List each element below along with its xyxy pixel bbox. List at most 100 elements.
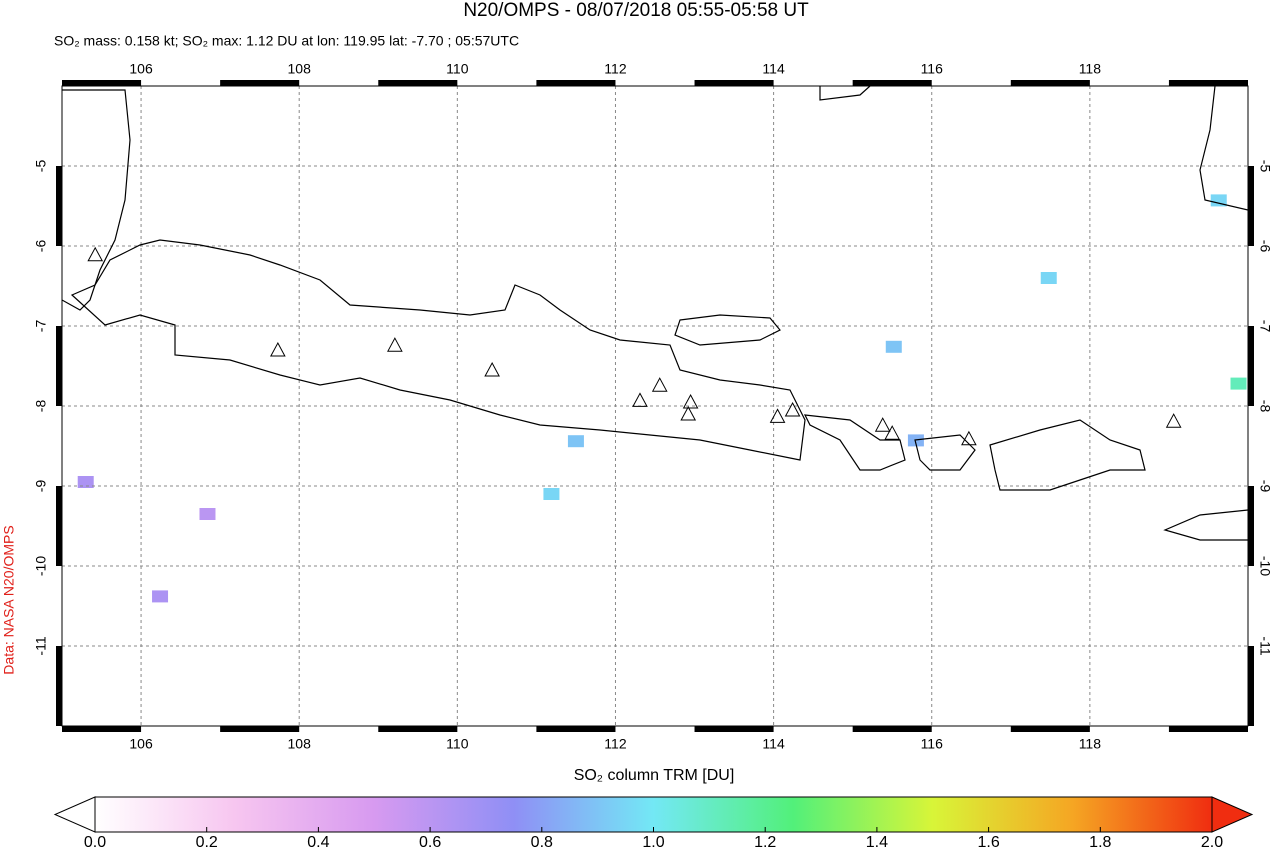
frame-bar <box>536 726 616 732</box>
so2-pixel <box>1230 377 1247 390</box>
frame-bar <box>1010 726 1090 732</box>
volcano <box>784 401 801 417</box>
coast-sumatra <box>62 89 131 311</box>
colorbar: 0.0 0.2 0.4 0.6 0.8 1.0 1.2 1.4 1.6 1.8 2.0 <box>53 796 1254 851</box>
x-tick-label: 110 <box>446 61 469 77</box>
frame-bar <box>1248 646 1254 726</box>
colorbar-fill <box>94 796 1213 833</box>
frame-bar <box>1010 80 1090 86</box>
colorbar-under <box>53 796 96 833</box>
colorbar-tick-label: 0.8 <box>531 834 553 851</box>
frame-bar <box>852 726 932 732</box>
coast-lombok <box>914 434 976 471</box>
frame-bar <box>1248 326 1254 406</box>
x-tick-label: 118 <box>1079 736 1102 752</box>
volcanoes <box>87 246 1182 446</box>
frame-bar <box>62 726 142 732</box>
volcano <box>270 341 286 357</box>
frame-bar <box>694 726 774 732</box>
so2-pixel <box>77 476 94 488</box>
y-tick-label: -5 <box>33 160 49 173</box>
volcano <box>484 361 500 377</box>
so2-pixel <box>1210 194 1227 207</box>
y-tick-label: -6 <box>1257 240 1272 253</box>
x-tick-label: 112 <box>604 736 627 752</box>
colorbar-tick-label: 0.4 <box>307 834 329 851</box>
volcano <box>387 337 403 352</box>
colorbar-tick-label: 2.0 <box>1201 834 1223 851</box>
colorbar-tick-label: 0.0 <box>84 834 106 851</box>
y-tick-label: -7 <box>1257 320 1272 333</box>
frame-ticks <box>56 80 1254 732</box>
frame-bar <box>536 80 616 86</box>
colorbar-tick-label: 0.2 <box>196 834 218 851</box>
coast-madura <box>674 314 781 346</box>
so2-pixel <box>567 435 584 448</box>
volcano <box>680 405 697 421</box>
frame-bar <box>220 80 300 86</box>
so2-pixel <box>543 488 560 500</box>
colorbar-tick-label: 1.4 <box>866 834 888 851</box>
x-tick-label: 114 <box>762 61 785 77</box>
y-tick-label: -8 <box>1257 400 1272 413</box>
volcano <box>651 377 668 392</box>
coast-borneo <box>819 86 871 101</box>
frame-bar <box>694 80 774 86</box>
x-tick-label: 114 <box>762 736 785 752</box>
x-tick-label: 112 <box>604 61 627 77</box>
map-area <box>62 86 1248 726</box>
title: N20/OMPS - 08/07/2018 05:55-05:58 UT <box>463 0 809 21</box>
frame-bar <box>220 726 300 732</box>
y-tick-label: -10 <box>1257 556 1272 576</box>
grid <box>62 86 1248 726</box>
x-tick-label: 116 <box>921 61 944 77</box>
colorbar-tick-label: 1.6 <box>977 834 999 851</box>
so2-pixel <box>152 590 169 603</box>
so2-pixel <box>1040 272 1057 284</box>
volcano <box>87 246 104 262</box>
frame-bar <box>378 726 458 732</box>
frame-bar <box>852 80 932 86</box>
so2-pixel <box>199 508 216 520</box>
y-tick-label: -6 <box>33 240 49 253</box>
y-tick-label: -11 <box>33 636 49 655</box>
frame-bar <box>56 646 62 726</box>
colorbar-tick-label: 0.6 <box>419 834 441 851</box>
y-tick-label: -7 <box>33 320 49 333</box>
volcano <box>632 392 648 407</box>
frame-bar <box>56 166 62 246</box>
frame-bar <box>1248 486 1254 566</box>
y-tick-label: -8 <box>33 400 49 413</box>
side-label: Data: NASA N20/OMPS <box>1 525 17 674</box>
so2-pixel <box>885 340 902 353</box>
coast-java <box>70 239 806 461</box>
y-tick-label: -9 <box>1257 480 1272 493</box>
y-tick-label: -9 <box>33 480 49 493</box>
x-tick-label: 110 <box>446 736 469 752</box>
y-tick-label: -11 <box>1257 636 1272 655</box>
frame-bar <box>1248 166 1254 246</box>
x-tick-label: 106 <box>129 61 153 77</box>
y-tick-label: -10 <box>33 556 49 576</box>
colorbar-tick-label: 1.2 <box>754 834 776 851</box>
frame-bar <box>1168 726 1248 732</box>
colorbar-label: SO₂ column TRM [DU] <box>574 767 735 784</box>
frame-bar <box>62 80 142 86</box>
volcano <box>682 393 699 409</box>
frame-bar <box>56 486 62 566</box>
coastlines <box>62 86 1248 541</box>
x-tick-label: 116 <box>921 736 944 752</box>
volcano <box>1165 413 1182 428</box>
x-tick-label: 118 <box>1079 61 1102 77</box>
volcano <box>874 417 891 432</box>
coast-flores <box>1163 509 1248 541</box>
colorbar-tick-label: 1.8 <box>1089 834 1111 851</box>
y-tick-label: -5 <box>1257 160 1272 173</box>
x-tick-label: 108 <box>288 61 312 77</box>
colorbar-over <box>1211 796 1254 833</box>
subtitle: SO₂ mass: 0.158 kt; SO₂ max: 1.12 DU at … <box>54 33 519 49</box>
coast-sumbawa <box>989 419 1146 491</box>
colorbar-tick-label: 1.0 <box>642 834 664 851</box>
volcano <box>961 430 977 446</box>
